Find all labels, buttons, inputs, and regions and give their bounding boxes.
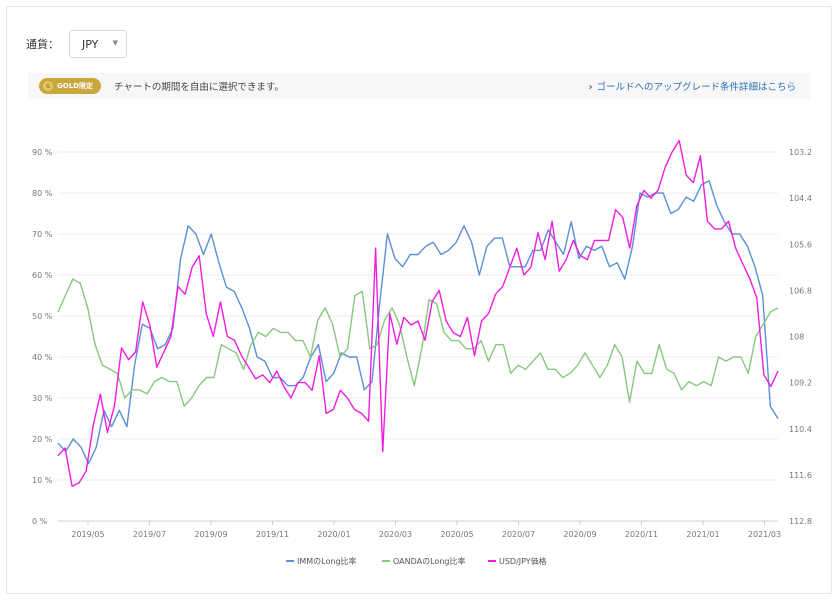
y-left-tick-label: 60 %: [32, 271, 53, 280]
x-tick-label: 2020/01: [317, 530, 350, 539]
y-right-tick-label: 103.2: [789, 148, 812, 157]
y-left-tick-label: 90 %: [32, 148, 53, 157]
y-right-tick-label: 110.4: [789, 425, 812, 434]
y-left-tick-label: 50 %: [32, 312, 53, 321]
gold-upgrade-link[interactable]: › ゴールドへのアップグレード条件詳細はこちら: [589, 79, 796, 93]
y-left-tick-label: 10 %: [32, 476, 53, 485]
y-left-tick-label: 80 %: [32, 189, 53, 198]
currency-select[interactable]: JPY ▼: [69, 30, 127, 58]
y-right-tick-label: 104.4: [789, 194, 812, 203]
gold-badge: ₲ GOLD限定: [39, 78, 101, 94]
x-tick-label: 2019/09: [194, 530, 227, 539]
x-tick-label: 2019/11: [256, 530, 289, 539]
x-tick-label: 2020/03: [379, 530, 412, 539]
gold-upgrade-link-label: ゴールドへのアップグレード条件詳細はこちら: [596, 82, 796, 93]
x-tick-label: 2020/07: [502, 530, 535, 539]
y-left-tick-label: 30 %: [32, 394, 53, 403]
currency-selector-row: 通貨： JPY ▼: [26, 30, 127, 58]
y-right-tick-label: 105.6: [789, 240, 812, 249]
gold-notice-bar: ₲ GOLD限定 チャートの期間を自由に選択できます。 › ゴールドへのアップグレ…: [28, 73, 810, 99]
currency-selected-value: JPY: [82, 37, 99, 51]
chevron-down-icon: ▼: [112, 39, 118, 47]
y-right-tick-label: 111.6: [789, 471, 812, 480]
x-tick-label: 2019/05: [71, 530, 104, 539]
usdjpy-price-line: [57, 139, 779, 488]
y-left-tick-label: 0 %: [32, 517, 48, 526]
currency-label: 通貨：: [26, 38, 59, 51]
y-left-tick-label: 70 %: [32, 230, 53, 239]
gold-badge-label: GOLD限定: [57, 82, 93, 90]
y-left-tick-label: 20 %: [32, 435, 53, 444]
y-right-tick-label: 108: [789, 333, 804, 342]
legend-item-imm-label: IMMのLong比率: [297, 556, 357, 566]
chart-panel: [6, 6, 832, 594]
y-right-tick-label: 106.8: [789, 286, 812, 295]
y-left-tick-label: 40 %: [32, 353, 53, 362]
y-right-tick-label: 109.2: [789, 379, 812, 388]
imm-long-ratio-line: [57, 179, 779, 465]
y-right-tick-label: 112.8: [789, 517, 812, 526]
x-tick-label: 2019/07: [133, 530, 166, 539]
x-tick-label: 2021/01: [686, 530, 719, 539]
legend-item-usdjpy-label: USD/JPY価格: [499, 556, 547, 566]
gold-notice-text: チャートの期間を自由に選択できます。: [113, 82, 284, 93]
oanda-long-ratio-line: [57, 278, 779, 407]
x-tick-label: 2021/03: [748, 530, 781, 539]
x-tick-label: 2020/09: [563, 530, 596, 539]
x-tick-label: 2020/05: [440, 530, 473, 539]
chevron-right-icon: ›: [588, 82, 593, 93]
coin-icon: ₲: [43, 81, 53, 91]
legend-item-oanda-label: OANDAのLong比率: [393, 556, 465, 566]
x-tick-label: 2020/11: [625, 530, 658, 539]
